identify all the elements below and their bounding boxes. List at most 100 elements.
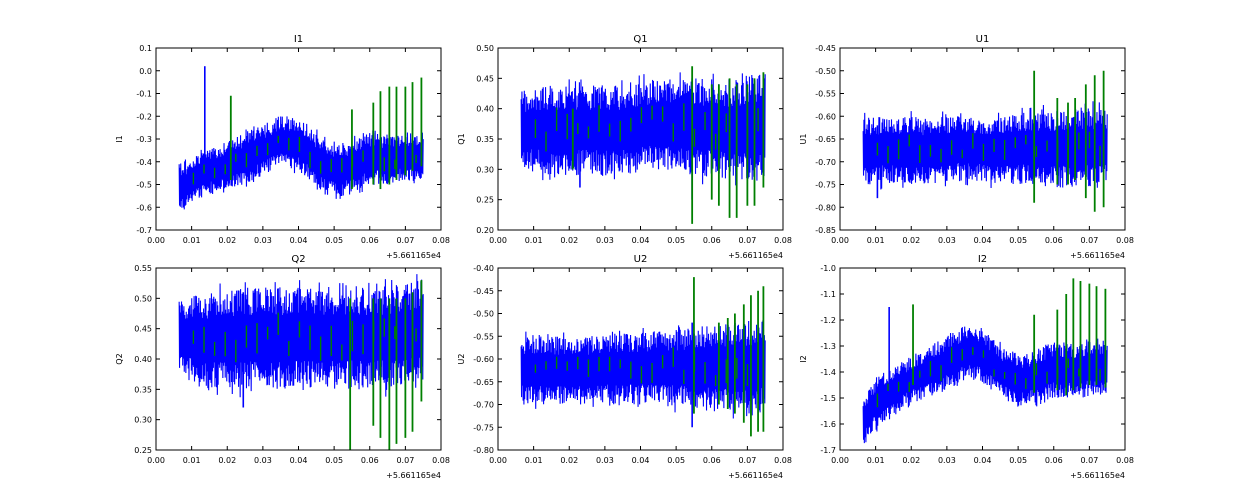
subplot-title: I2: [978, 254, 987, 265]
y-tick-label: -0.1: [136, 90, 152, 99]
x-tick-label: 0.02: [560, 236, 578, 245]
y-tick-label: -0.5: [136, 181, 152, 190]
x-tick-label: 0.06: [361, 236, 379, 245]
y-tick-label: -0.55: [473, 332, 494, 341]
x-tick-label: 0.08: [774, 236, 792, 245]
y-tick-label: -1.2: [820, 316, 836, 325]
series-blue-line: [178, 116, 424, 210]
y-tick-label: -0.80: [815, 203, 836, 212]
y-tick-label: -0.70: [473, 401, 494, 410]
x-tick-label: 0.08: [1116, 456, 1134, 465]
x-tick-label: 0.01: [183, 236, 201, 245]
x-tick-label: 0.01: [525, 236, 543, 245]
subplot-title: Q2: [291, 254, 305, 265]
y-axis-label: Q2: [115, 353, 124, 364]
x-tick-label: 0.00: [147, 236, 165, 245]
y-tick-label: 0.50: [134, 294, 152, 303]
y-axis-label: U1: [799, 134, 808, 145]
x-tick-label: 0.08: [432, 456, 450, 465]
subplot-title: U2: [634, 254, 648, 265]
x-tick-label: 0.03: [254, 456, 272, 465]
x-tick-label: 0.06: [703, 456, 721, 465]
x-tick-label: 0.04: [290, 456, 308, 465]
y-tick-label: -0.70: [815, 158, 836, 167]
x-tick-label: 0.02: [560, 456, 578, 465]
x-tick-label: 0.08: [432, 236, 450, 245]
y-tick-label: -1.1: [820, 290, 836, 299]
x-tick-label: 0.01: [525, 456, 543, 465]
y-tick-label: -0.75: [815, 181, 836, 190]
y-tick-label: -1.0: [820, 264, 836, 273]
y-tick-label: -0.40: [473, 264, 494, 273]
y-axis-label: I2: [799, 355, 808, 362]
x-tick-label: 0.01: [867, 236, 885, 245]
x-tick-label: 0.00: [831, 236, 849, 245]
x-offset-label: +5.661165e4: [728, 471, 783, 480]
x-tick-label: 0.06: [1045, 456, 1063, 465]
x-tick-label: 0.08: [774, 456, 792, 465]
x-tick-label: 0.07: [1080, 236, 1098, 245]
y-tick-label: -1.4: [820, 368, 836, 377]
y-tick-label: -0.80: [473, 446, 494, 455]
x-tick-label: 0.01: [867, 456, 885, 465]
y-tick-label: -0.55: [815, 90, 836, 99]
y-tick-label: -0.60: [473, 355, 494, 364]
y-tick-label: -0.65: [815, 135, 836, 144]
x-tick-label: 0.03: [938, 456, 956, 465]
x-tick-label: 0.04: [632, 456, 650, 465]
y-tick-label: -1.5: [820, 394, 836, 403]
x-offset-label: +5.661165e4: [1070, 471, 1125, 480]
x-tick-label: 0.00: [147, 456, 165, 465]
y-tick-label: -0.60: [815, 112, 836, 121]
x-tick-label: 0.06: [361, 456, 379, 465]
x-tick-label: 0.05: [1009, 236, 1027, 245]
y-tick-label: 0.45: [476, 74, 494, 83]
y-tick-label: 0.55: [134, 264, 152, 273]
x-tick-label: 0.04: [974, 456, 992, 465]
x-offset-label: +5.661165e4: [1070, 251, 1125, 260]
x-tick-label: 0.03: [596, 236, 614, 245]
x-tick-label: 0.02: [902, 456, 920, 465]
y-tick-label: -0.7: [136, 226, 152, 235]
y-tick-label: -0.75: [473, 423, 494, 432]
x-tick-label: 0.07: [738, 456, 756, 465]
y-tick-label: 0.35: [134, 385, 152, 394]
x-tick-label: 0.04: [290, 236, 308, 245]
x-tick-label: 0.04: [632, 236, 650, 245]
y-tick-label: 0.50: [476, 44, 494, 53]
x-tick-label: 0.07: [396, 456, 414, 465]
y-tick-label: 0.40: [134, 355, 152, 364]
x-tick-label: 0.00: [489, 456, 507, 465]
y-axis-label: I1: [115, 135, 124, 142]
y-tick-label: 0.30: [476, 165, 494, 174]
x-tick-label: 0.03: [596, 456, 614, 465]
x-tick-label: 0.05: [325, 236, 343, 245]
x-tick-label: 0.04: [974, 236, 992, 245]
subplot-title: U1: [976, 34, 990, 45]
subplot-title: I1: [294, 34, 303, 45]
x-tick-label: 0.05: [667, 456, 685, 465]
x-tick-label: 0.02: [218, 236, 236, 245]
y-tick-label: -0.2: [136, 112, 152, 121]
y-tick-label: -1.3: [820, 342, 836, 351]
y-tick-label: 0.25: [476, 196, 494, 205]
y-tick-label: -0.6: [136, 203, 152, 212]
x-tick-label: 0.00: [489, 236, 507, 245]
x-tick-label: 0.05: [325, 456, 343, 465]
y-tick-label: 0.35: [476, 135, 494, 144]
y-tick-label: 0.45: [134, 325, 152, 334]
y-tick-label: -0.50: [473, 310, 494, 319]
y-axis-label: U2: [457, 354, 466, 365]
x-offset-label: +5.661165e4: [728, 251, 783, 260]
x-tick-label: 0.05: [1009, 456, 1027, 465]
y-tick-label: -0.65: [473, 378, 494, 387]
y-tick-label: 0.40: [476, 105, 494, 114]
subplot-i2: 0.00 0.01 0.02 0.03 0.04 0.05 0.06 0.07 0.08 -1.7…: [799, 254, 1134, 480]
x-tick-label: 0.03: [938, 236, 956, 245]
y-tick-label: 0.0: [139, 67, 152, 76]
y-tick-label: -0.50: [815, 67, 836, 76]
subplot-u1: 0.00 0.01 0.02 0.03 0.04 0.05 0.06 0.07 0.08 -0.8…: [799, 34, 1134, 260]
x-tick-label: 0.03: [254, 236, 272, 245]
